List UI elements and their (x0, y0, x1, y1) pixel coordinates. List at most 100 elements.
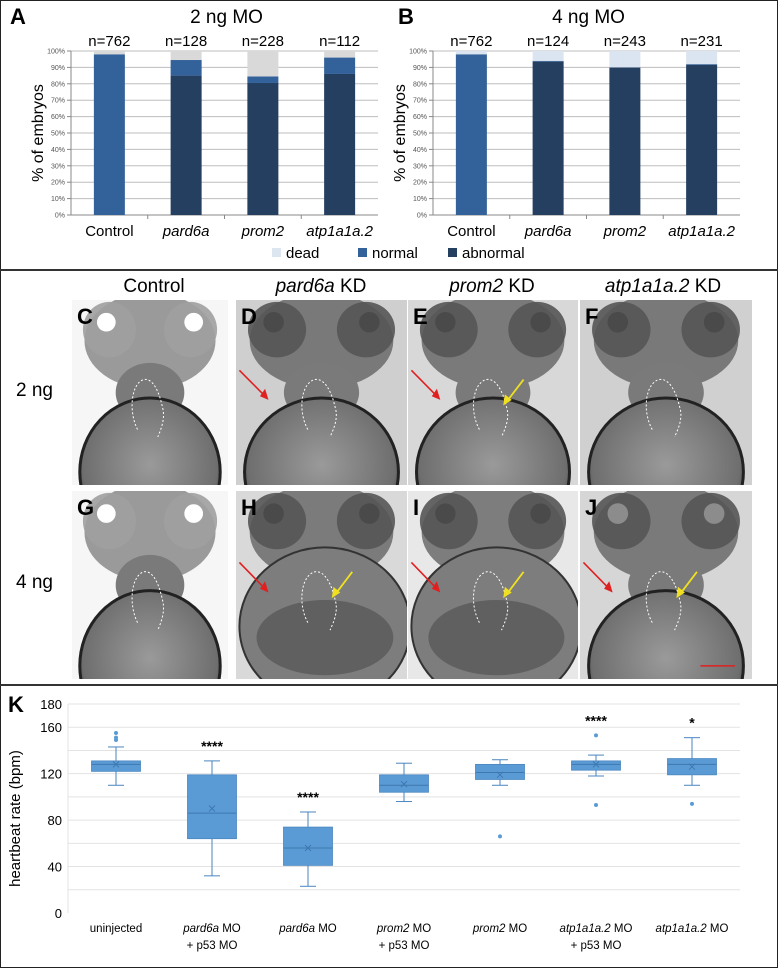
eye-highlight (703, 503, 725, 524)
bar-charts: A 2 ng MO 0% 10% 20% 30% 40% 50% 60% 70% 80% 90% 100… (10, 4, 740, 262)
yolk (78, 589, 222, 679)
eye-highlight (359, 503, 380, 524)
panel-label: B (398, 4, 414, 29)
yellow-arrowhead-icon (503, 586, 512, 599)
y-tick-label: 40% (51, 147, 65, 154)
embryo-drawing (78, 491, 222, 679)
eye-highlight (607, 311, 629, 333)
y-tick-label: 100% (47, 49, 65, 56)
yellow-arrowhead-icon (676, 586, 685, 599)
x-tick-label: pard6a (162, 223, 210, 240)
legend-label: dead (286, 245, 319, 262)
x-tick-label: prom2 MO (376, 923, 431, 935)
y-axis-label: heartbeat rate (bpm) (7, 750, 24, 887)
x-tick-label: Control (85, 223, 133, 240)
y-tick-label: 30% (51, 163, 65, 170)
mean-marker (688, 763, 696, 771)
yellow-arrowhead-icon (503, 394, 512, 406)
embryo-drawing (587, 300, 745, 485)
n-label: n=228 (242, 33, 284, 50)
bar-segment-abnormal (532, 61, 564, 215)
box-group: **** (283, 789, 333, 887)
eye-highlight (263, 503, 284, 524)
column-header-control: Control (123, 276, 185, 297)
y-tick-label: 50% (413, 131, 427, 138)
bar-segment-normal (247, 76, 279, 83)
bar-segment-normal (170, 60, 202, 76)
heart-outline (472, 379, 509, 438)
panel-label-d: D (241, 304, 257, 329)
embryo-image-f: F (580, 300, 752, 485)
bar-segment-abnormal (686, 64, 718, 215)
y-tick-label: 80% (51, 81, 65, 88)
bar-segment-abnormal (247, 82, 279, 215)
yellow-arrow-icon (679, 571, 698, 595)
row-label-2ng: 2 ng (16, 380, 53, 401)
bar-segment-dead (455, 51, 487, 55)
box (91, 760, 141, 772)
y-tick-label: 10% (413, 196, 427, 203)
x-tick-label: atp1a1a.2 MO (656, 923, 729, 935)
yolk (587, 396, 745, 485)
red-arrow-icon (582, 561, 610, 590)
x-tick-label: prom2 MO (472, 923, 527, 935)
yellow-arrow-icon (505, 379, 525, 403)
box-group (91, 731, 141, 786)
column-header-atp1a1a2: atp1a1a.2 KD (604, 276, 722, 297)
y-tick-label: 70% (51, 98, 65, 105)
n-label: n=128 (165, 33, 207, 50)
panel-label-j: J (585, 495, 598, 520)
n-label: n=762 (88, 33, 130, 50)
y-tick-label: 80% (413, 81, 427, 88)
mean-marker (112, 761, 120, 768)
embryo-image-c: C (72, 300, 228, 485)
legend-label: normal (372, 245, 418, 262)
yolk (428, 600, 565, 676)
bar-segment-dead (170, 51, 202, 61)
legend-swatch-abnormal (448, 248, 457, 257)
column-header-pard6a: pard6a KD (275, 276, 367, 297)
eye-highlight (96, 504, 116, 523)
legend-swatch-normal (358, 248, 367, 257)
x-tick-label-line2: + p53 MO (187, 940, 238, 952)
heart-outline (131, 379, 165, 438)
embryo-image-i: I (408, 491, 578, 679)
y-tick-label: 30% (413, 163, 427, 170)
red-arrow-icon (238, 369, 266, 397)
y-tick-label: 60% (51, 114, 65, 121)
eye-highlight (184, 312, 204, 332)
bar-chart-a: A 2 ng MO 0% 10% 20% 30% 40% 50% 60% 70% 80% 90% 100… (10, 4, 378, 240)
mean-marker (208, 805, 216, 812)
yellow-arrowhead-icon (331, 586, 341, 599)
mean-marker (400, 780, 408, 788)
red-arrow-icon (238, 561, 266, 590)
eye-highlight (435, 503, 456, 524)
eye-highlight (703, 311, 725, 333)
panel-label-e: E (413, 304, 428, 329)
yolk (78, 396, 222, 485)
significance-label: **** (201, 738, 223, 754)
y-tick-label: 120 (40, 767, 62, 782)
y-tick-label: 0 (55, 906, 62, 921)
panel-label: A (10, 4, 26, 29)
embryo-image-h: H (236, 491, 407, 679)
red-arrowhead-icon (259, 388, 269, 400)
red-arrowhead-icon (604, 581, 613, 593)
box (571, 760, 621, 771)
bar-segment-abnormal (170, 75, 202, 215)
panel-label-h: H (241, 495, 257, 520)
bar-segment-dead (247, 51, 279, 77)
eye-highlight (530, 312, 551, 333)
significance-label: **** (297, 789, 319, 805)
legend-label: abnormal (462, 245, 525, 262)
yolk (256, 600, 394, 676)
bar-segment-dead (324, 51, 356, 58)
bar-segment-dead (532, 51, 564, 61)
eye-highlight (607, 503, 629, 524)
column-header-prom2: prom2 KD (449, 276, 535, 297)
eye-highlight (184, 504, 204, 523)
bar-segment-normal (455, 54, 487, 215)
box (187, 774, 237, 840)
x-tick-label: atp1a1a.2 (306, 223, 373, 240)
bar-segment-dead (609, 51, 641, 68)
